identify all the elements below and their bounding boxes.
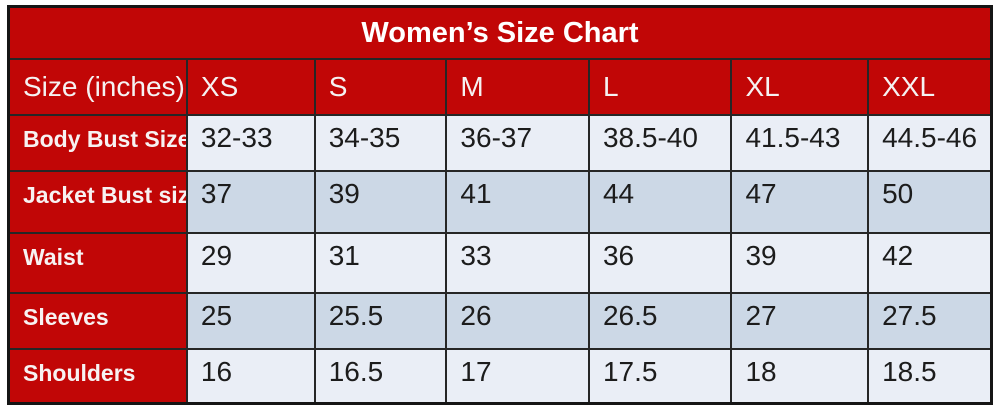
column-header-xs: XS: [187, 60, 314, 114]
column-header-xxl: XXL: [869, 60, 990, 114]
cell-jacket-bust-l: 44: [589, 172, 731, 232]
column-header-m: M: [447, 60, 588, 114]
cell-waist-m: 33: [447, 234, 588, 292]
cell-waist-s: 31: [315, 234, 446, 292]
column-header-xl: XL: [732, 60, 868, 114]
cell-sleeves-s: 25.5: [315, 294, 446, 348]
column-header-size-inches: Size (inches): [10, 60, 186, 114]
cell-sleeves-xs: 25: [187, 294, 314, 348]
cell-waist-l: 36: [589, 234, 731, 292]
cell-jacket-bust-xl: 47: [732, 172, 868, 232]
cell-body-bust-xs: 32-33: [187, 116, 314, 170]
cell-sleeves-xl: 27: [732, 294, 868, 348]
row-label-body-bust-size: Body Bust Size: [10, 116, 186, 170]
cell-sleeves-xxl: 27.5: [869, 294, 990, 348]
cell-jacket-bust-m: 41: [447, 172, 588, 232]
cell-body-bust-l: 38.5-40: [589, 116, 731, 170]
cell-shoulders-s: 16.5: [315, 350, 446, 402]
cell-body-bust-m: 36-37: [447, 116, 588, 170]
cell-waist-xxl: 42: [869, 234, 990, 292]
cell-body-bust-xxl: 44.5-46: [869, 116, 990, 170]
cell-jacket-bust-s: 39: [315, 172, 446, 232]
chart-title: Women’s Size Chart: [10, 8, 990, 58]
womens-size-chart-table: Women’s Size Chart Size (inches) XS S M …: [7, 5, 993, 405]
cell-jacket-bust-xxl: 50: [869, 172, 990, 232]
cell-body-bust-xl: 41.5-43: [732, 116, 868, 170]
row-label-shoulders: Shoulders: [10, 350, 186, 402]
cell-shoulders-l: 17.5: [589, 350, 731, 402]
column-header-s: S: [315, 60, 446, 114]
column-header-l: L: [589, 60, 731, 114]
cell-shoulders-xxl: 18.5: [869, 350, 990, 402]
cell-sleeves-l: 26.5: [589, 294, 731, 348]
cell-jacket-bust-xs: 37: [187, 172, 314, 232]
cell-body-bust-s: 34-35: [315, 116, 446, 170]
cell-shoulders-m: 17: [447, 350, 588, 402]
row-label-sleeves: Sleeves: [10, 294, 186, 348]
cell-waist-xs: 29: [187, 234, 314, 292]
cell-shoulders-xs: 16: [187, 350, 314, 402]
row-label-jacket-bust-size: Jacket Bust size: [10, 172, 186, 232]
cell-waist-xl: 39: [732, 234, 868, 292]
row-label-waist: Waist: [10, 234, 186, 292]
cell-shoulders-xl: 18: [732, 350, 868, 402]
cell-sleeves-m: 26: [447, 294, 588, 348]
